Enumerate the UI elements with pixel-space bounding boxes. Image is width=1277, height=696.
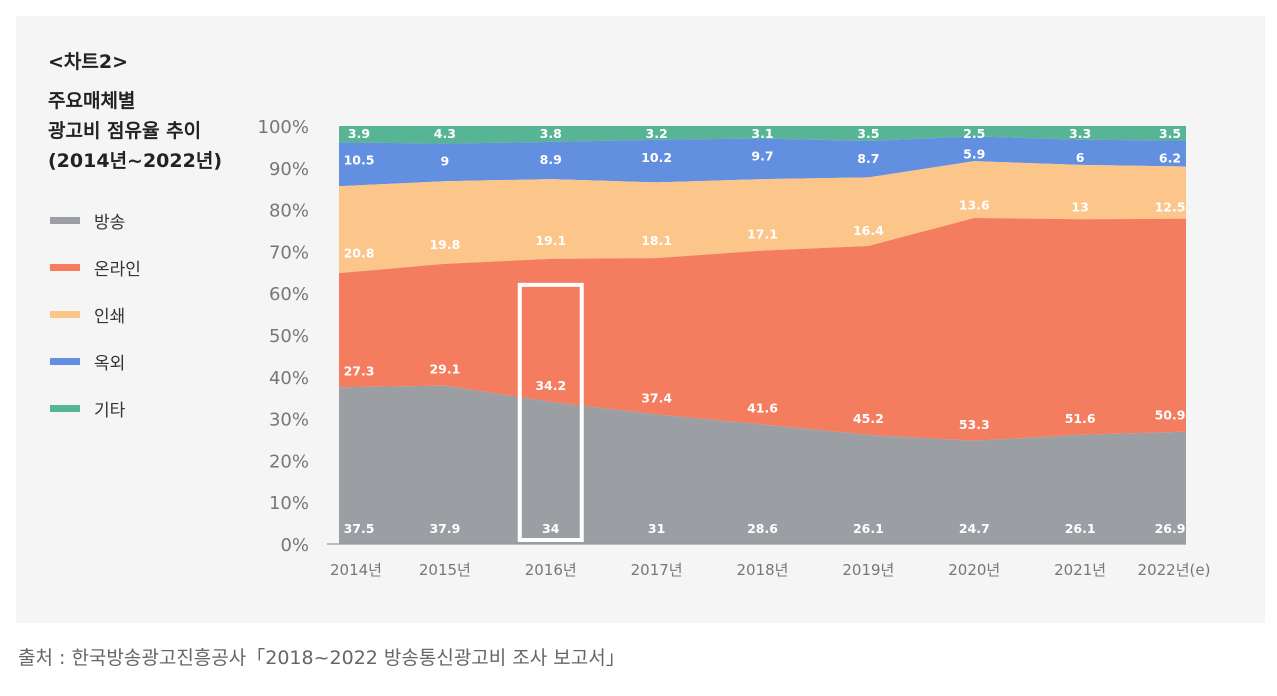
legend-swatch-print xyxy=(50,311,80,318)
y-tick-label: 20% xyxy=(269,451,309,472)
data-label-outdoor: 6.2 xyxy=(1159,151,1181,166)
y-tick-label: 0% xyxy=(280,535,309,556)
data-label-outdoor: 10.5 xyxy=(344,152,375,167)
data-label-other: 4.3 xyxy=(434,126,456,141)
data-label-broadcast: 37.5 xyxy=(344,521,375,536)
legend-label-print: 인쇄 xyxy=(94,307,126,327)
legend-swatch-online xyxy=(50,264,80,271)
data-label-other: 3.2 xyxy=(646,126,668,141)
data-label-print: 12.5 xyxy=(1155,200,1186,215)
data-label-outdoor: 9 xyxy=(441,154,450,169)
data-label-other: 3.5 xyxy=(857,126,879,141)
data-label-broadcast: 34 xyxy=(542,521,560,536)
data-label-broadcast: 37.9 xyxy=(429,521,460,536)
area-online xyxy=(339,218,1186,441)
title-line-2: 광고비 점유율 추이 xyxy=(48,120,202,142)
x-tick-label: 2019년 xyxy=(842,561,894,579)
chart-tag: <차트2> xyxy=(48,51,129,73)
y-tick-label: 80% xyxy=(269,201,309,222)
area-broadcast xyxy=(339,385,1186,544)
data-label-print: 16.4 xyxy=(853,223,884,238)
data-label-outdoor: 8.7 xyxy=(857,151,879,166)
data-label-online: 53.3 xyxy=(959,417,990,432)
y-tick-label: 90% xyxy=(269,159,309,180)
y-tick-label: 60% xyxy=(269,284,309,305)
data-label-outdoor: 9.7 xyxy=(751,149,773,164)
x-tick-label: 2017년 xyxy=(631,561,683,579)
legend-swatch-outdoor xyxy=(50,358,80,365)
data-label-broadcast: 31 xyxy=(648,521,665,536)
data-label-online: 51.6 xyxy=(1065,411,1096,426)
data-label-print: 17.1 xyxy=(747,227,778,242)
y-tick-label: 10% xyxy=(269,493,309,514)
data-label-outdoor: 8.9 xyxy=(540,152,562,167)
y-tick-label: 30% xyxy=(269,410,309,431)
x-tick-label: 2014년 xyxy=(330,561,382,579)
data-label-broadcast: 28.6 xyxy=(747,521,778,536)
y-tick-label: 40% xyxy=(269,368,309,389)
data-label-online: 41.6 xyxy=(747,400,778,415)
source-caption: 출처 : 한국방송광고진흥공사「2018~2022 방송통신광고비 조사 보고서… xyxy=(18,647,625,669)
x-tick-label: 2018년 xyxy=(737,561,789,579)
title-line-3: (2014년~2022년) xyxy=(48,150,223,172)
x-tick-label: 2016년 xyxy=(525,561,577,579)
x-tick-label: 2020년 xyxy=(948,561,1000,579)
data-label-outdoor: 5.9 xyxy=(963,146,985,161)
data-label-online: 27.3 xyxy=(344,363,375,378)
legend-label-online: 온라인 xyxy=(94,260,141,280)
y-tick-label: 100% xyxy=(258,117,309,138)
area-other xyxy=(339,126,1186,144)
data-label-outdoor: 10.2 xyxy=(641,150,672,165)
data-label-online: 34.2 xyxy=(535,378,566,393)
data-label-print: 13 xyxy=(1071,200,1088,215)
legend-swatch-other xyxy=(50,405,80,412)
legend-label-broadcast: 방송 xyxy=(94,213,126,233)
y-tick-label: 50% xyxy=(269,326,309,347)
data-label-other: 3.8 xyxy=(540,126,562,141)
data-label-broadcast: 26.9 xyxy=(1155,521,1186,536)
data-label-broadcast: 24.7 xyxy=(959,521,990,536)
legend-label-outdoor: 옥외 xyxy=(94,354,126,374)
data-label-outdoor: 6 xyxy=(1076,150,1085,165)
data-label-print: 19.8 xyxy=(429,237,460,252)
data-label-other: 3.3 xyxy=(1069,126,1091,141)
data-label-other: 3.5 xyxy=(1159,126,1181,141)
highlight-box xyxy=(517,282,584,542)
data-label-other: 2.5 xyxy=(963,126,985,141)
data-label-online: 37.4 xyxy=(641,390,672,405)
title-line-1: 주요매체별 xyxy=(48,90,136,112)
data-label-print: 13.6 xyxy=(959,198,990,213)
data-label-online: 29.1 xyxy=(429,362,460,377)
data-label-broadcast: 26.1 xyxy=(853,521,884,536)
data-label-print: 19.1 xyxy=(535,233,566,248)
data-label-broadcast: 26.1 xyxy=(1065,521,1096,536)
data-label-print: 18.1 xyxy=(641,233,672,248)
legend-label-other: 기타 xyxy=(94,401,126,421)
data-label-online: 50.9 xyxy=(1155,408,1186,423)
area-outdoor xyxy=(339,136,1186,187)
data-label-other: 3.1 xyxy=(751,126,773,141)
data-label-online: 45.2 xyxy=(853,411,884,426)
area-print xyxy=(339,161,1186,274)
data-label-other: 3.9 xyxy=(348,126,370,141)
data-label-print: 20.8 xyxy=(344,245,375,260)
legend-swatch-broadcast xyxy=(50,217,80,224)
x-tick-label: 2015년 xyxy=(419,561,471,579)
x-tick-label: 2022년(e) xyxy=(1138,561,1211,579)
y-tick-label: 70% xyxy=(269,242,309,263)
x-tick-label: 2021년 xyxy=(1054,561,1106,579)
chart-title: 주요매체별 광고비 점유율 추이 (2014년~2022년) xyxy=(48,86,222,176)
